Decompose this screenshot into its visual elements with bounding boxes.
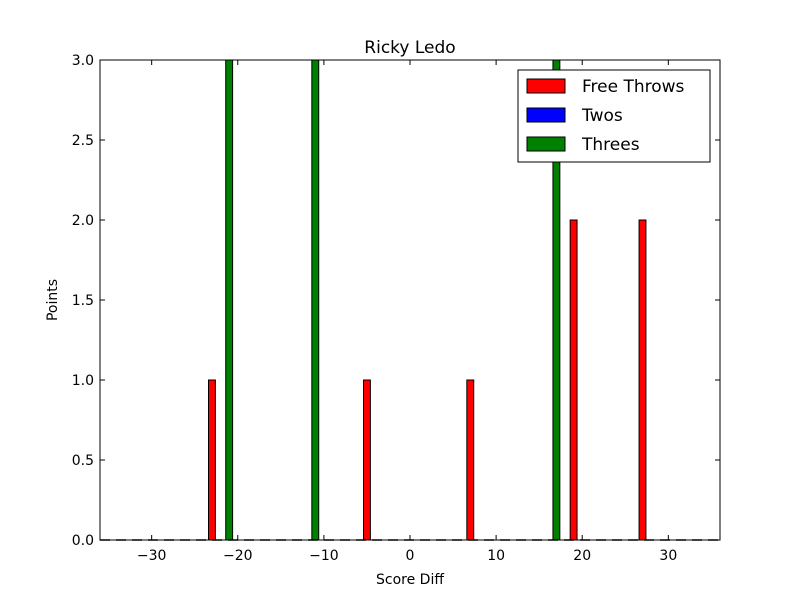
y-tick-label: 0.5	[72, 453, 94, 469]
bar-free-throws	[208, 379, 216, 541]
chart-title: Ricky Ledo	[364, 38, 455, 58]
y-tick-label: 1.0	[72, 373, 94, 389]
x-tick-label: 30	[659, 548, 677, 564]
legend-swatch-threes	[526, 136, 566, 152]
bar-free-throws	[638, 219, 647, 541]
legend-label-threes: Threes	[581, 135, 640, 155]
x-axis-label: Score Diff	[376, 572, 444, 588]
x-axis-ticks: −30 −20 −10 0 10 20 30	[137, 60, 677, 564]
x-tick-label: 0	[406, 548, 415, 564]
legend-swatch-twos	[526, 107, 566, 123]
y-tick-label: 0.0	[72, 533, 94, 549]
y-tick-label: 3.0	[72, 53, 94, 69]
x-tick-label: −10	[309, 548, 339, 564]
y-tick-label: 2.0	[72, 213, 94, 229]
x-tick-label: 10	[487, 548, 505, 564]
x-tick-label: −30	[137, 548, 167, 564]
legend: Free Throws Twos Threes	[517, 69, 711, 163]
bar-free-throws	[466, 379, 475, 541]
bar-free-throws	[569, 219, 578, 541]
x-tick-label: 20	[573, 548, 591, 564]
legend-label-free-throws: Free Throws	[582, 77, 685, 97]
y-tick-label: 2.5	[72, 133, 94, 149]
bar-free-throws	[363, 379, 371, 541]
legend-label-twos: Twos	[581, 106, 623, 126]
x-tick-label: −20	[223, 548, 253, 564]
y-axis-ticks: 0.0 0.5 1.0 1.5 2.0 2.5 3.0	[72, 53, 720, 549]
y-tick-label: 1.5	[72, 293, 94, 309]
bar-threes	[225, 59, 234, 541]
legend-swatch-free-throws	[526, 78, 566, 94]
y-axis-label: Points	[45, 279, 61, 321]
bar-threes	[311, 59, 320, 541]
